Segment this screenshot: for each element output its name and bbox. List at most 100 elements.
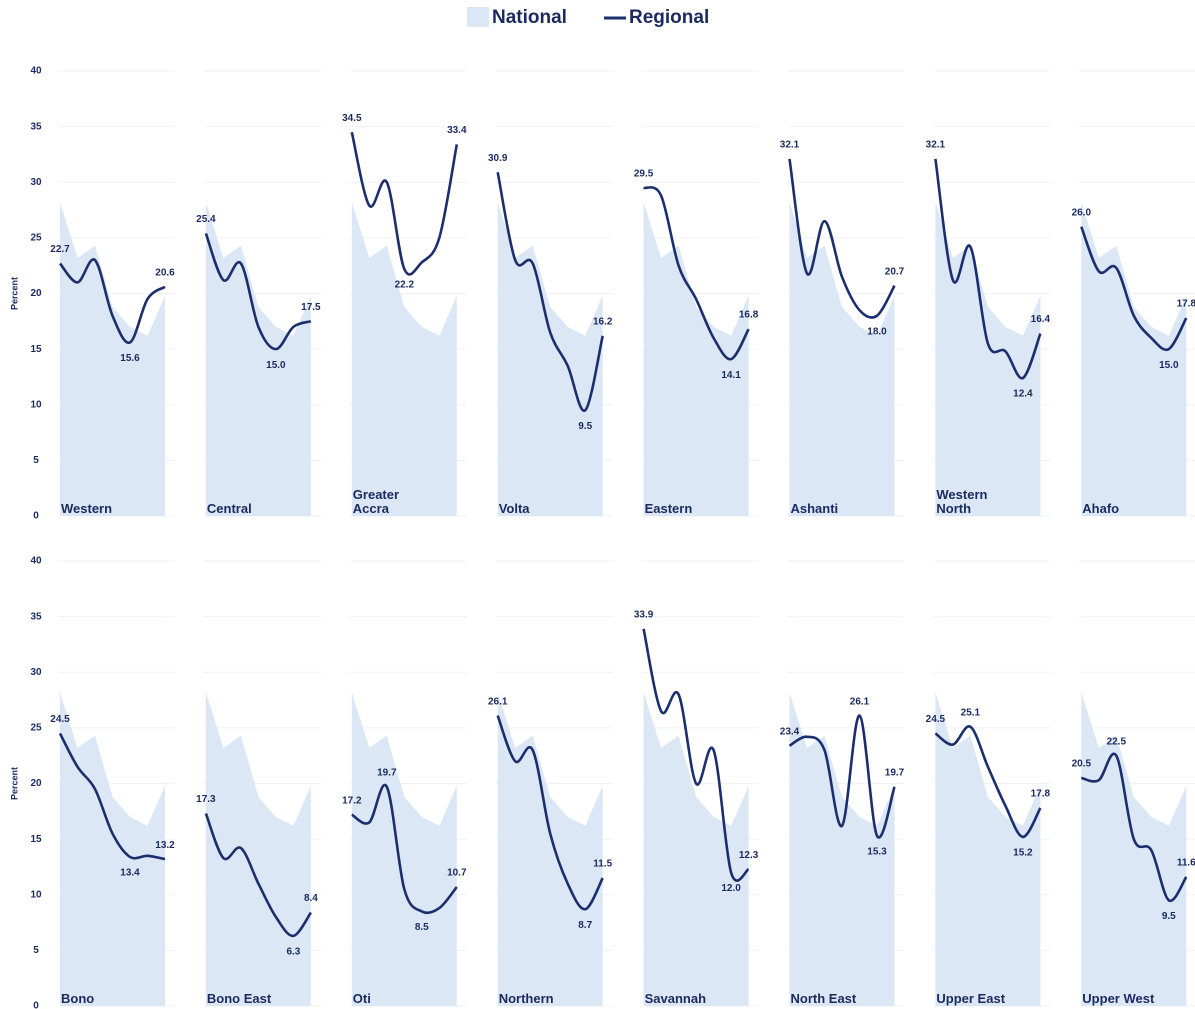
panel-title: Eastern [644,501,693,516]
panel: 32.1 12.4 16.4 Western North [926,140,1051,516]
value-label: 17.2 [342,795,362,806]
legend-label: National [492,7,567,28]
value-label: 33.9 [634,610,654,621]
value-label: 10.7 [447,868,467,879]
panel-title: Bono East [206,991,272,1006]
value-label: 26.0 [1072,207,1092,218]
panel: 17.2 19.7 8.5 10.7 Oti [342,692,467,1006]
value-label: 9.5 [1162,911,1176,922]
y-tick-label: 5 [33,455,39,466]
regional-line [643,186,750,361]
y-tick-label: 20 [30,778,42,789]
panel-title: Western [61,501,113,516]
y-axis-title: Percent [9,277,19,310]
panel-title-box: Western [61,501,113,516]
national-area [497,202,603,516]
panel-title-box: North East [790,991,857,1006]
value-label: 20.6 [155,267,175,278]
value-label: 33.4 [447,125,467,136]
panel-title: Northern [498,991,554,1006]
value-label: 8.7 [578,920,592,931]
y-tick-label: 10 [30,889,42,900]
y-tick-label: 25 [30,233,42,244]
value-label: 30.9 [488,153,508,164]
panel-title-box: Bono [61,991,95,1006]
value-label: 13.2 [155,840,175,851]
value-label: 16.2 [593,316,613,327]
panel-title-box: Greater Accra [352,487,400,516]
national-area [60,692,165,1006]
regional-line [788,158,896,319]
value-label: 8.5 [415,922,429,933]
panel-title: North East [790,991,857,1006]
y-tick-label: 40 [30,556,42,567]
value-label: 26.1 [850,696,870,707]
regional-line [58,258,166,344]
value-label: 20.5 [1072,759,1092,770]
value-label: 11.6 [1177,858,1195,869]
national-area [789,692,895,1006]
value-label: 17.8 [1031,789,1051,800]
y-tick-label: 0 [33,511,39,522]
panel: 30.9 9.5 16.2 Volta [488,153,613,516]
y-tick-label: 20 [30,288,42,299]
regional-line [496,715,604,911]
national-area [643,692,749,1006]
national-area [1081,692,1187,1006]
national-area [789,202,895,516]
panel: 32.1 18.0 20.7 Ashanti [780,140,905,516]
panel-title: Greater Accra [352,487,400,516]
panel-title-box: Northern [498,991,554,1006]
regional-line [350,131,459,276]
value-label: 13.4 [120,868,140,879]
value-label: 16.4 [1031,314,1051,325]
national-area [643,202,749,516]
panel-title-box: Oti [353,992,371,1006]
panel-title-box: Savannah [644,991,707,1006]
national-area [60,202,165,516]
panel-title-box: Volta [498,501,530,516]
panel: 23.4 26.1 15.3 19.7 North East [780,692,905,1006]
panel-title-box: Upper West [1082,992,1154,1006]
regional-line [934,158,1042,380]
legend-swatch-national [467,7,489,27]
panel-title-box: Ashanti [791,502,839,516]
y-tick-label: 15 [30,344,42,355]
value-label: 29.5 [634,168,654,179]
national-area [351,692,457,1006]
y-axis-title: Percent [9,767,19,800]
panel: 22.7 15.6 20.6 Western [50,202,175,516]
panel: 24.5 13.4 13.2 Bono [50,692,175,1006]
value-label: 19.7 [377,767,397,778]
regional-line [351,783,458,915]
value-label: 32.1 [780,140,800,151]
panel: 34.5 22.2 33.4 Greater Accra [342,113,467,516]
regional-line [204,232,312,351]
panel-title-box: Eastern [644,501,693,516]
panel-title: Savannah [644,991,707,1006]
value-label: 18.0 [867,326,887,337]
y-tick-label: 0 [33,1001,39,1009]
national-area [205,692,311,1006]
regional-line [204,813,312,938]
regional-line [1080,226,1188,352]
panel: 29.5 14.1 16.8 Eastern [634,168,759,516]
value-label: 24.5 [50,714,70,725]
value-label: 22.2 [395,280,415,291]
panel-title-box: Bono East [206,991,272,1006]
value-label: 14.1 [721,370,741,381]
panel-title: Bono [61,991,95,1006]
value-label: 6.3 [286,947,300,958]
regional-line [58,732,166,861]
panel-title: Volta [498,501,530,516]
value-label: 22.7 [50,244,70,255]
value-label: 26.1 [488,696,508,707]
value-label: 15.6 [120,353,140,364]
panel: 17.3 6.3 8.4 Bono East [196,692,318,1006]
value-label: 25.1 [961,707,981,718]
value-label: 22.5 [1107,736,1127,747]
value-label: 20.7 [885,266,905,277]
value-label: 11.5 [593,859,612,870]
national-area [205,202,311,516]
